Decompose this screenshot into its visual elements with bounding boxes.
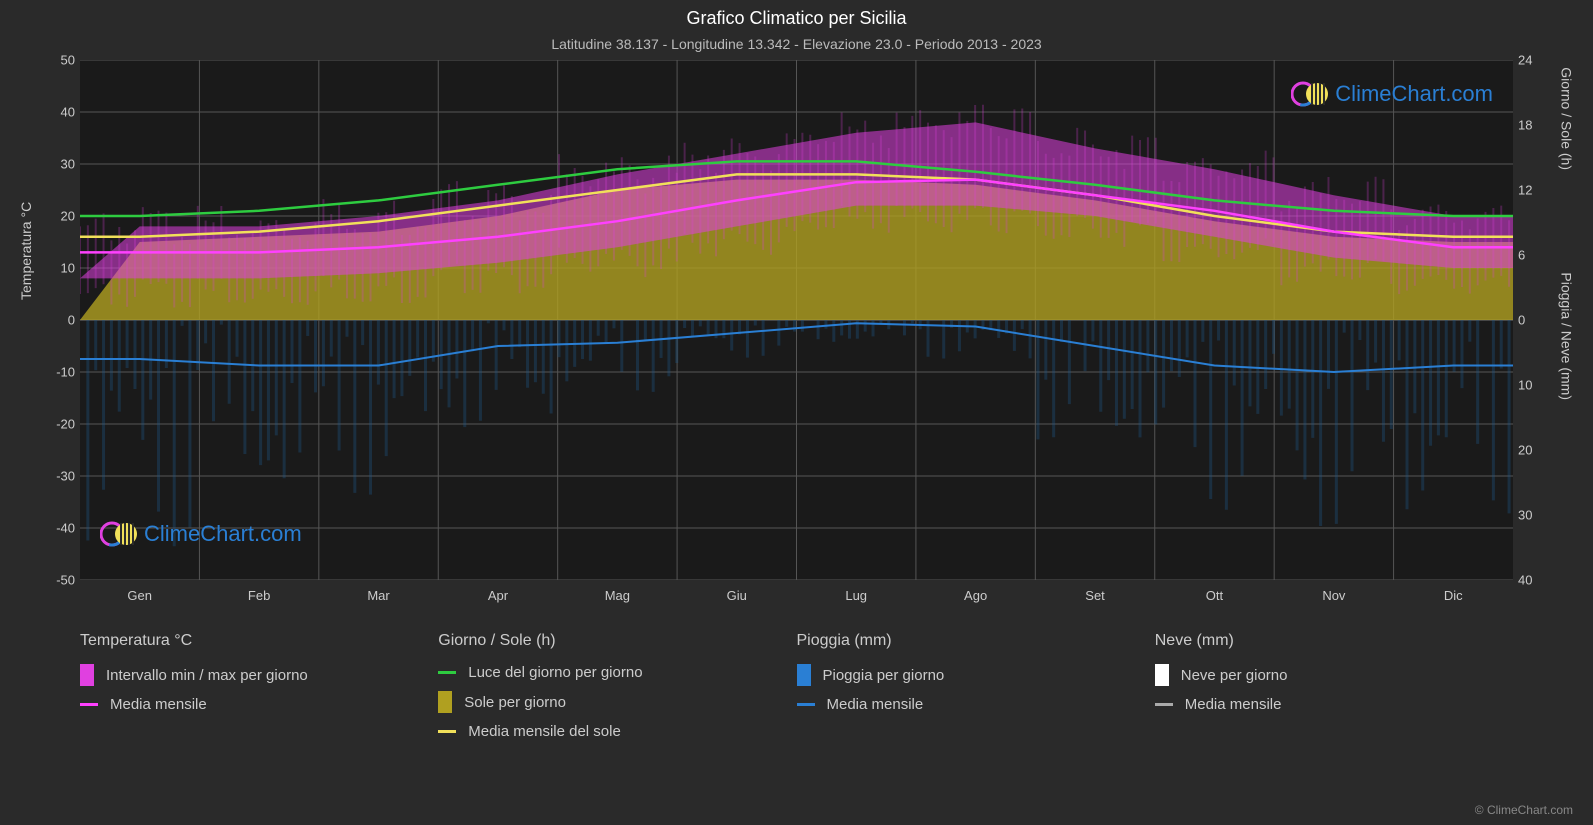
left-tick: -30 [45,469,75,484]
legend-group: Pioggia (mm) Pioggia per giorno Media mens… [797,620,1155,754]
x-tick: Set [1085,588,1105,603]
legend-item: Luce del giorno per giorno [438,664,796,681]
x-tick: Nov [1322,588,1345,603]
legend-group: Giorno / Sole (h) Luce del giorno per gio… [438,620,796,754]
left-axis-label: Temperatura °C [18,202,34,300]
legend-swatch [438,691,452,713]
legend-label: Media mensile [110,696,207,713]
left-tick: 0 [45,313,75,328]
right-axis-label-bot: Pioggia / Neve (mm) [1559,272,1575,400]
legend-label: Intervallo min / max per giorno [106,667,308,684]
x-tick: Mag [605,588,630,603]
legend-item: Neve per giorno [1155,664,1513,686]
x-tick: Mar [367,588,389,603]
legend-group-title: Pioggia (mm) [797,632,1155,650]
left-tick: 20 [45,209,75,224]
x-tick: Giu [727,588,747,603]
legend-swatch [797,703,815,706]
chart-title: Grafico Climatico per Sicilia [0,8,1593,29]
legend-label: Neve per giorno [1181,667,1288,684]
right-tick: 20 [1518,443,1548,458]
x-tick: Ago [964,588,987,603]
legend-group-title: Temperatura °C [80,632,438,650]
legend-swatch [438,671,456,674]
chart-subtitle: Latitudine 38.137 - Longitudine 13.342 -… [0,36,1593,52]
legend-swatch [1155,664,1169,686]
left-tick: 30 [45,157,75,172]
right-tick: 30 [1518,508,1548,523]
legend-group-title: Neve (mm) [1155,632,1513,650]
legend-swatch [80,703,98,706]
right-tick: 18 [1518,118,1548,133]
legend-item: Media mensile [1155,696,1513,713]
chart-container: Grafico Climatico per Sicilia Latitudine… [0,0,1593,825]
legend-item: Sole per giorno [438,691,796,713]
right-tick: 10 [1518,378,1548,393]
legend-item: Media mensile [80,696,438,713]
legend-label: Media mensile [827,696,924,713]
plot-area [80,60,1513,580]
x-tick: Ott [1206,588,1223,603]
x-tick: Gen [127,588,152,603]
legend-label: Media mensile del sole [468,723,621,740]
legend: Temperatura °C Intervallo min / max per g… [80,620,1513,754]
copyright-text: © ClimeChart.com [1475,803,1573,817]
legend-group: Temperatura °C Intervallo min / max per g… [80,620,438,754]
x-tick: Feb [248,588,270,603]
right-tick: 24 [1518,53,1548,68]
legend-item: Pioggia per giorno [797,664,1155,686]
right-tick: 6 [1518,248,1548,263]
right-tick: 12 [1518,183,1548,198]
legend-swatch [1155,703,1173,706]
x-tick: Apr [488,588,508,603]
legend-label: Luce del giorno per giorno [468,664,642,681]
legend-label: Media mensile [1185,696,1282,713]
x-tick: Dic [1444,588,1463,603]
legend-label: Sole per giorno [464,694,566,711]
legend-swatch [438,730,456,733]
right-tick: 0 [1518,313,1548,328]
left-tick: -50 [45,573,75,588]
legend-label: Pioggia per giorno [823,667,945,684]
legend-group-title: Giorno / Sole (h) [438,632,796,650]
legend-group: Neve (mm) Neve per giorno Media mensile [1155,620,1513,754]
right-tick: 40 [1518,573,1548,588]
left-tick: -20 [45,417,75,432]
legend-item: Intervallo min / max per giorno [80,664,438,686]
left-tick: -10 [45,365,75,380]
legend-item: Media mensile [797,696,1155,713]
legend-item: Media mensile del sole [438,723,796,740]
x-tick: Lug [845,588,867,603]
right-axis-label-top: Giorno / Sole (h) [1559,67,1575,170]
left-tick: 40 [45,105,75,120]
left-tick: 10 [45,261,75,276]
legend-swatch [80,664,94,686]
left-tick: 50 [45,53,75,68]
left-tick: -40 [45,521,75,536]
legend-swatch [797,664,811,686]
